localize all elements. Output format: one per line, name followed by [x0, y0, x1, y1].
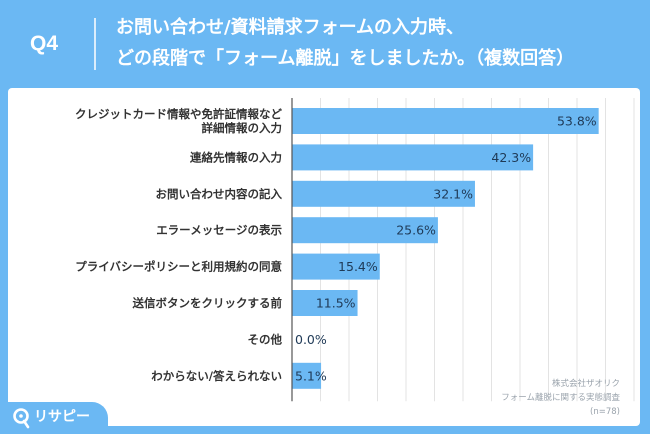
- category-label: 送信ボタンをクリックする前: [132, 296, 283, 310]
- value-label: 5.1%: [295, 368, 327, 383]
- bar: [292, 217, 438, 244]
- bar: [292, 180, 475, 207]
- category-label: 連絡先情報の入力: [190, 150, 282, 164]
- question-title: お問い合わせ/資料請求フォームの入力時、 どの段階で「フォーム離脱」をしましたか…: [116, 12, 641, 74]
- category-label: わからない/答えられない: [151, 369, 282, 383]
- category-label: エラーメッセージの表示: [156, 223, 282, 237]
- source-company: 株式会社ザオリク: [551, 379, 620, 389]
- brand-logo: リサピー: [8, 402, 108, 434]
- bar: [292, 290, 358, 316]
- value-label: 42.3%: [491, 150, 531, 165]
- value-label: 11.5%: [316, 296, 356, 311]
- value-label: 15.4%: [338, 259, 378, 274]
- source-survey: フォーム離脱に関する実態調査: [501, 393, 620, 403]
- category-label: クレジットカード情報や免許証情報など: [75, 107, 282, 121]
- question-number: Q4: [30, 32, 59, 55]
- bar: [292, 253, 380, 280]
- value-label: 25.6%: [396, 223, 436, 238]
- category-label: プライバシーポリシーと利用規約の同意: [75, 260, 282, 274]
- value-label: 53.8%: [557, 114, 597, 129]
- question-title-line2: どの段階で「フォーム離脱」をしましたか。（複数回答）: [116, 48, 575, 69]
- category-label: 詳細情報の入力: [202, 121, 283, 135]
- header: Q4 お問い合わせ/資料請求フォームの入力時、 どの段階で「フォーム離脱」をしま…: [0, 0, 650, 88]
- magnifier-icon: [13, 408, 30, 429]
- category-label: お問い合わせ内容の記入: [156, 187, 283, 201]
- source-sample-size: (n=78): [590, 407, 620, 417]
- brand-name: リサピー: [34, 409, 90, 425]
- bar: [292, 144, 534, 171]
- value-label: 32.1%: [433, 186, 473, 201]
- header-divider: [94, 18, 96, 70]
- question-title-line1: お問い合わせ/資料請求フォームの入力時、: [116, 17, 465, 38]
- chart-panel: 53.8% クレジットカード情報や免許証情報など 詳細情報の入力 42.3% 連絡先情報…: [8, 88, 640, 426]
- category-label: その他: [248, 332, 283, 346]
- bar: [292, 362, 322, 389]
- source-note: 株式会社ザオリク フォーム離脱に関する実態調査 (n=78): [470, 377, 620, 419]
- bar: [292, 108, 599, 134]
- value-label: 0.0%: [295, 332, 327, 347]
